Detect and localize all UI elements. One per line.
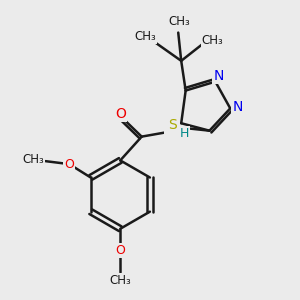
Text: N: N [213,69,224,83]
Text: O: O [115,244,125,257]
Text: CH₃: CH₃ [22,153,44,166]
Text: CH₃: CH₃ [202,34,223,46]
Text: CH₃: CH₃ [135,30,156,43]
Text: S: S [169,118,177,132]
Text: N: N [232,100,243,114]
Text: N: N [165,121,176,135]
Text: H: H [179,127,189,140]
Text: O: O [64,158,74,171]
Text: CH₃: CH₃ [168,15,190,28]
Text: CH₃: CH₃ [110,274,131,287]
Text: O: O [116,107,126,121]
